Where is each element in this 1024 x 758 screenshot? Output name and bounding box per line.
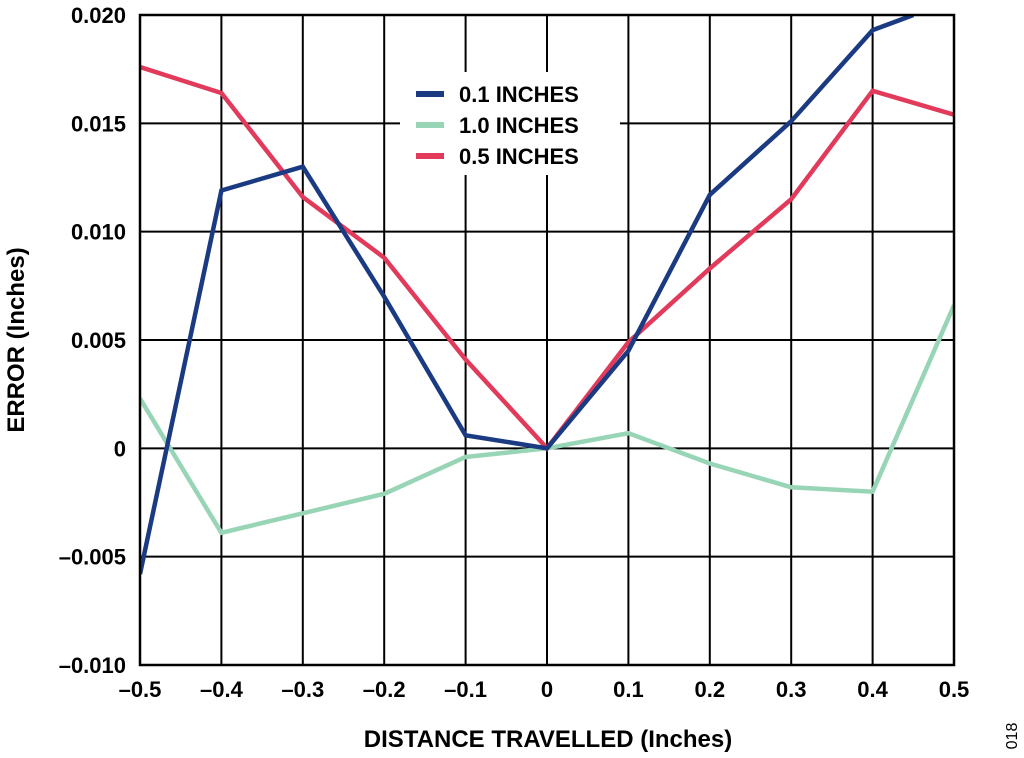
x-tick-label: –0.1 [444,677,487,702]
x-axis-title: DISTANCE TRAVELLED (Inches) [364,726,732,753]
series-line-0 [140,15,915,575]
y-tick-label: 0 [114,436,126,461]
x-tick-label: 0.1 [613,677,644,702]
x-tick-label: –0.3 [281,677,324,702]
legend-label: 1.0 INCHES [459,113,579,138]
legend-label: 0.1 INCHES [459,82,579,107]
series-lines [140,15,954,575]
x-tick-label: 0 [541,677,553,702]
y-tick-label: –0.010 [59,653,126,678]
plot-frame [138,13,956,667]
x-tick-label: 0.2 [695,677,726,702]
y-tick-label: 0.010 [71,220,126,245]
legend-label: 0.5 INCHES [459,144,579,169]
x-tick-label: 0.4 [857,677,888,702]
legend: 0.1 INCHES 1.0 INCHES 0.5 INCHES [400,72,620,175]
y-axis-title: ERROR (Inches) [3,247,30,432]
x-tick-label: –0.5 [119,677,162,702]
y-tick-labels: –0.010 –0.005 0 0.005 0.010 0.015 0.020 [59,3,126,678]
y-tick-label: 0.015 [71,111,126,136]
x-tick-label: –0.4 [200,677,244,702]
x-tick-label: 0.5 [939,677,970,702]
figure-id: 018 [1004,723,1021,750]
y-tick-label: 0.020 [71,3,126,28]
x-tick-labels: –0.5 –0.4 –0.3 –0.2 –0.1 0 0.1 0.2 0.3 0.4 0.5 [119,677,970,702]
x-tick-label: 0.3 [776,677,807,702]
y-tick-label: 0.005 [71,328,126,353]
x-tick-label: –0.2 [363,677,406,702]
y-tick-label: –0.005 [59,545,126,570]
